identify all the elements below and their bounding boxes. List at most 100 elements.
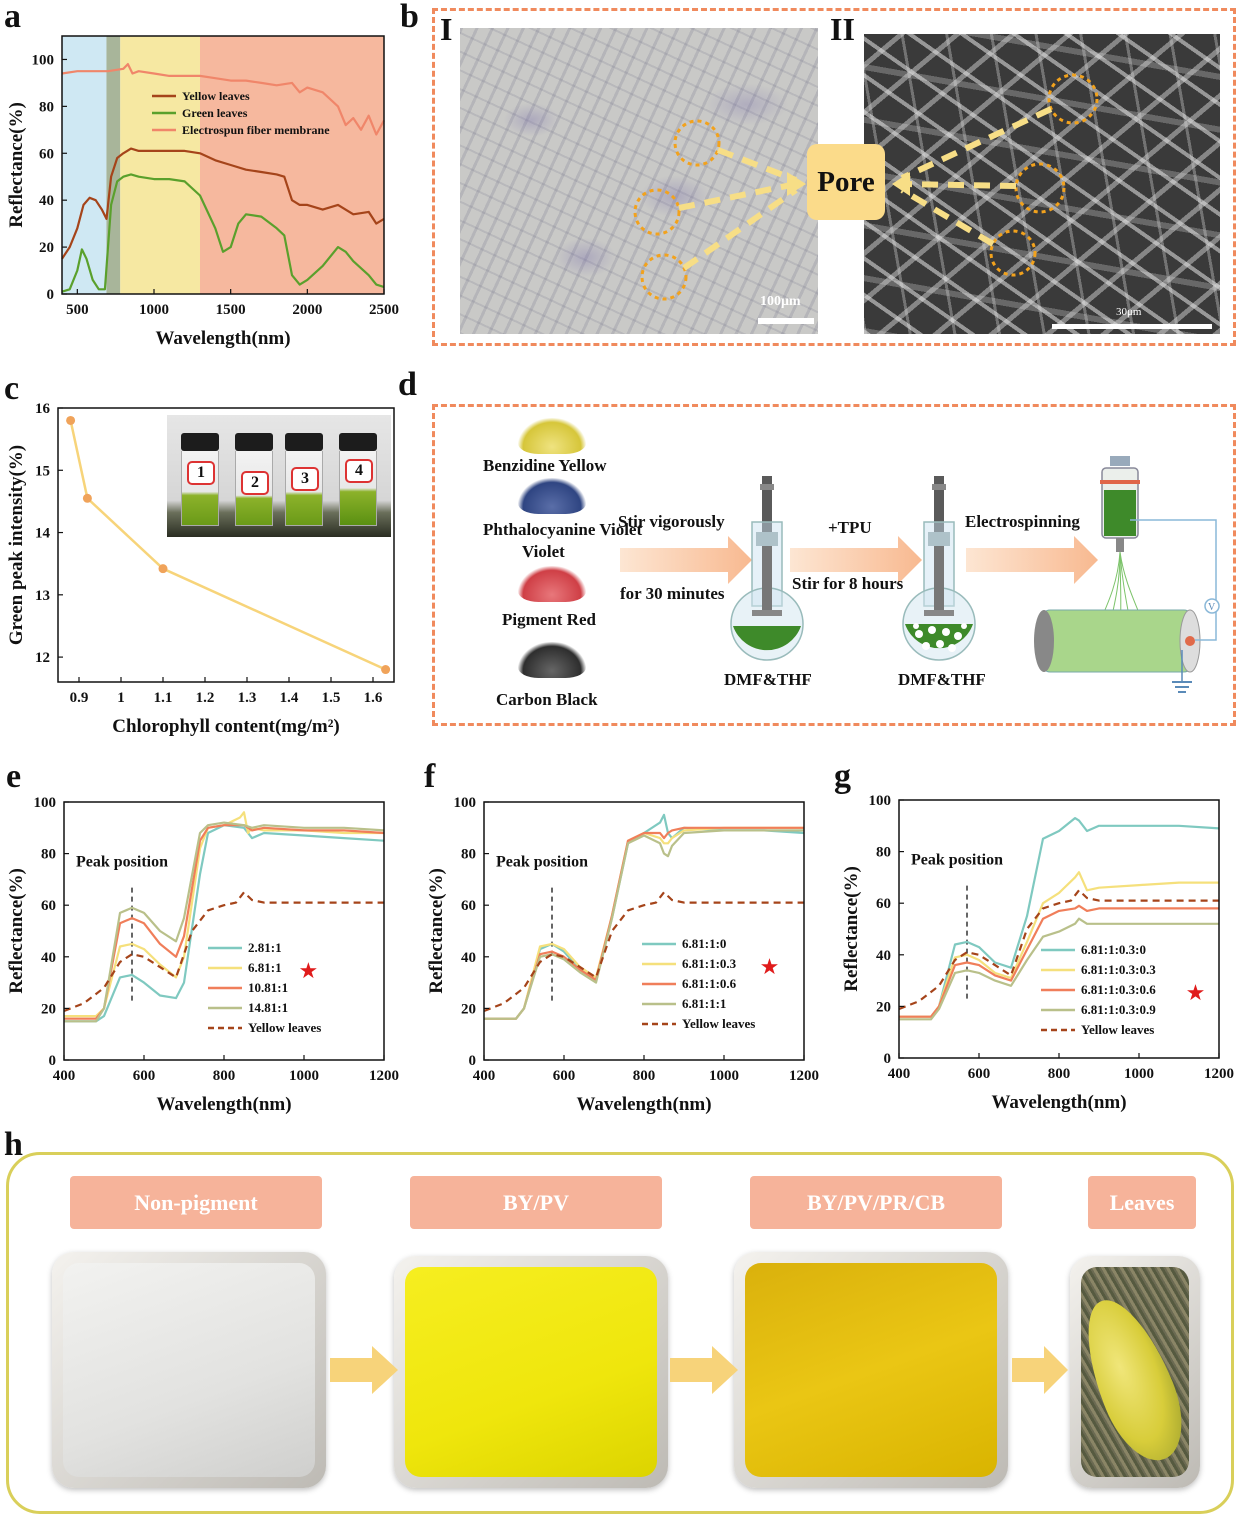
ytick-label-a-5: 100 — [32, 52, 55, 68]
ytick-label-f-0: 0 — [469, 1053, 477, 1069]
pigment-red — [518, 566, 586, 602]
sample-non-pigment — [52, 1252, 326, 1488]
xtick-label-f-3: 1000 — [709, 1068, 739, 1084]
pigment-phthalocyanine-violet — [518, 478, 586, 514]
xtick-label-e-2: 800 — [213, 1068, 236, 1084]
axes-frame-e — [63, 801, 385, 1061]
ytick-label-g-5: 100 — [869, 793, 892, 809]
legend-label-e-1: 6.81:1 — [248, 960, 282, 975]
flask-2 — [902, 476, 976, 661]
ylabel-g: Reflectance(%) — [841, 866, 862, 992]
legend-label-g-4: Yellow leaves — [1081, 1022, 1154, 1037]
chart-a: 500 1000 1500 2000 2500 0 20 40 60 80 100 Wavelengt… — [6, 35, 399, 349]
sem-scale-bar — [1052, 324, 1212, 329]
ytick-label-a-1: 20 — [39, 240, 54, 256]
legend-label-e-4: Yellow leaves — [248, 1020, 321, 1035]
legend-label-e-2: 10.81:1 — [248, 980, 288, 995]
pigment-label-2: Phthalocyanine Violet — [483, 520, 643, 539]
xtick-label-a-0: 500 — [66, 302, 89, 318]
microscope-scale-text: 100μm — [760, 294, 801, 309]
point-c-2 — [158, 564, 168, 574]
legend-star-g: ★ — [1186, 980, 1206, 1005]
xtick-label-e-0: 400 — [53, 1068, 76, 1084]
sem-scale-text: 30μm — [1116, 306, 1142, 318]
ylabel-c: Green peak intensity(%) — [6, 445, 27, 645]
ytick-label-a-4: 80 — [39, 99, 54, 115]
series-g-1 — [899, 871, 1219, 1018]
point-c-1 — [82, 493, 92, 503]
series-a-2 — [61, 62, 385, 136]
ytick-label-a-3: 60 — [39, 146, 54, 162]
xtick-label-f-2: 800 — [633, 1068, 656, 1084]
label-I: I — [440, 11, 453, 47]
label-by-pv: BY/PV — [410, 1176, 662, 1229]
xlabel-f: Wavelength(nm) — [576, 1094, 711, 1115]
sample-arrows — [330, 1346, 1068, 1394]
xtick-label-f-1: 600 — [553, 1068, 576, 1084]
ytick-label-e-2: 40 — [41, 950, 56, 966]
vial-4-label: 4 — [345, 459, 373, 483]
ytick-label-c-0: 12 — [35, 650, 50, 666]
ytick-label-a-0: 0 — [47, 287, 55, 303]
label-leaves: Leaves — [1088, 1176, 1196, 1229]
ytick-label-f-1: 20 — [461, 1001, 476, 1017]
panel-label-b: b — [400, 0, 419, 35]
chart-f: Peak position 400 600 800 1000 1200 0 20 40 60 80 1… — [426, 795, 819, 1115]
xtick-label-a-4: 2500 — [369, 302, 399, 318]
ytick-label-e-1: 20 — [41, 1001, 56, 1017]
pigment-label-3: Pigment Red — [502, 610, 596, 629]
panel-label-d: d — [398, 366, 417, 403]
ytick-label-g-0: 0 — [884, 1051, 892, 1067]
vials-photo: 1 2 3 4 — [167, 415, 391, 537]
legend-label-g-1: 6.81:1:0.3:0.3 — [1081, 962, 1156, 977]
legend-label-g-0: 6.81:1:0.3:0 — [1081, 942, 1146, 957]
panel-b-frame — [432, 8, 1236, 346]
label-by-pv-pr-cb: BY/PV/PR/CB — [750, 1176, 1002, 1229]
microscope-scale-bar — [758, 318, 814, 324]
region-a-0 — [62, 36, 107, 294]
step2-top: +TPU — [828, 518, 872, 537]
xlabel-a: Wavelength(nm) — [155, 328, 290, 349]
series-e-1 — [64, 811, 384, 1018]
arrow-h-2 — [670, 1346, 738, 1394]
xtick-label-c-3: 1.2 — [196, 690, 215, 706]
microscope-image: 100μm — [460, 28, 818, 334]
peak-position-label-e: Peak position — [76, 854, 168, 871]
pigment-label-1: Benzidine Yellow — [483, 456, 607, 475]
legend-star-e: ★ — [299, 958, 319, 983]
legend-label-g-3: 6.81:1:0.3:0.9 — [1081, 1002, 1156, 1017]
axes-frame-a — [61, 35, 385, 295]
series-f-0 — [484, 813, 805, 1020]
xtick-label-e-3: 1000 — [289, 1068, 319, 1084]
sample-by-pv-pr-cb — [734, 1252, 1008, 1488]
ytick-label-g-4: 80 — [876, 845, 891, 861]
series-e-0 — [64, 824, 385, 1023]
panel-label-h: h — [4, 1126, 23, 1163]
vial-4: 4 — [339, 433, 377, 526]
xtick-label-c-1: 1 — [117, 690, 125, 706]
series-f-3 — [484, 829, 804, 1020]
series-g-0 — [899, 817, 1220, 1018]
pigment-label-2b: Violet — [522, 542, 565, 561]
ytick-label-a-2: 40 — [39, 193, 54, 209]
vial-3: 3 — [285, 433, 323, 526]
ytick-label-e-3: 60 — [41, 898, 56, 914]
legend-label-f-4: Yellow leaves — [682, 1016, 755, 1031]
series-e-4 — [63, 891, 384, 1013]
arrow-electrospinning — [966, 536, 1098, 584]
xtick-label-f-0: 400 — [473, 1068, 496, 1084]
pore-circle-5 — [1014, 162, 1066, 214]
pore-label-box: Pore — [807, 144, 885, 220]
label-II: II — [830, 11, 855, 47]
series-g-4 — [898, 889, 1219, 1011]
series-e-3 — [64, 821, 385, 1023]
xtick-label-c-2: 1.1 — [154, 690, 173, 706]
xtick-label-a-3: 2000 — [292, 302, 322, 318]
legend-star-f: ★ — [760, 954, 780, 979]
legend-label-f-3: 6.81:1:1 — [682, 996, 726, 1011]
arrow-stir-8h — [790, 536, 922, 584]
step1-top: Stir vigorously — [618, 512, 725, 531]
label-non-pigment: Non-pigment — [70, 1176, 322, 1229]
ytick-label-c-1: 13 — [35, 588, 50, 604]
ytick-label-c-3: 15 — [35, 463, 50, 479]
